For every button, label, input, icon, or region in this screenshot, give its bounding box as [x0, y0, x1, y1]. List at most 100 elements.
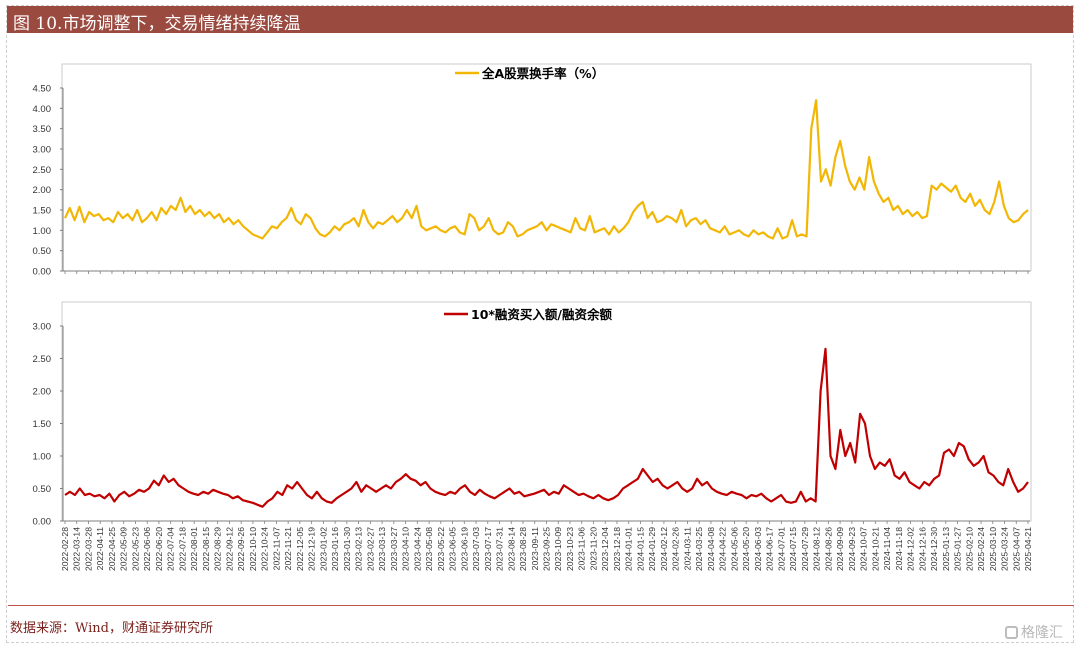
- x-tick-label: 2023-03-27: [389, 527, 399, 571]
- y-tick-label: 4.00: [33, 104, 52, 115]
- x-tick-label: 2022-09-12: [224, 527, 234, 571]
- x-tick-label: 2024-10-07: [859, 527, 869, 571]
- x-tick-label: 2024-02-26: [671, 527, 681, 571]
- data-source-note: 数据来源：Wind，财通证券研究所: [10, 621, 213, 636]
- x-tick-label: 2024-11-18: [894, 527, 904, 571]
- legend-label: 全A股票换手率（%）: [481, 66, 604, 81]
- x-tick-label: 2025-02-24: [976, 527, 986, 571]
- y-tick-label: 3.50: [33, 124, 52, 135]
- turnover-chart: 0.00 0.50 1.00 1.50 2.00 2.50 3.00 3.50 4.00 4.50…: [33, 63, 1032, 278]
- x-tick-label: 2023-02-13: [354, 527, 364, 571]
- x-tick-label: 2023-11-06: [577, 527, 587, 571]
- y-tick-label: 0.00: [33, 267, 52, 278]
- x-tick-label: 2025-02-10: [964, 527, 974, 571]
- x-tick-label: 2022-08-15: [201, 527, 211, 571]
- x-tick-label: 2023-09-25: [542, 527, 552, 571]
- x-tick-label: 2023-01-02: [318, 527, 328, 571]
- y-tick-label: 0.50: [33, 484, 52, 495]
- x-tick-label: 2023-12-18: [612, 527, 622, 571]
- x-tick-label: 2024-12-30: [929, 527, 939, 571]
- x-tick-label: 2024-03-11: [682, 527, 692, 571]
- x-tick-label: 2024-01-29: [647, 527, 657, 571]
- x-tick-label: 2022-11-07: [271, 527, 281, 571]
- x-tick-label: 2023-07-03: [471, 527, 481, 571]
- margin-ratio-chart: 0.00 0.50 1.00 1.50 2.00 2.50 3.00 10*融资买入额/融资余…: [33, 301, 1033, 571]
- y-tick-label: 0.00: [33, 517, 52, 528]
- x-tick-label: 2023-01-16: [330, 527, 340, 571]
- x-tick-label: 2022-10-24: [260, 527, 270, 571]
- x-tick-label: 2024-08-12: [812, 527, 822, 571]
- x-tick-label: 2023-06-05: [448, 527, 458, 571]
- y-tick-label: 4.50: [33, 84, 52, 95]
- x-tick-label: 2025-01-13: [941, 527, 951, 571]
- x-tick-label: 2022-04-25: [107, 527, 117, 571]
- figure-frame: [6, 5, 1074, 643]
- x-tick-label: 2023-09-11: [530, 527, 540, 571]
- x-tick-label: 2022-08-29: [213, 527, 223, 571]
- x-tick-label: 2023-11-20: [589, 527, 599, 571]
- plot-frame: [61, 63, 1032, 272]
- x-tick-label: 2025-01-27: [953, 527, 963, 571]
- x-tick-label: 2024-01-15: [636, 527, 646, 571]
- y-tick-label: 2.50: [33, 165, 52, 176]
- x-tick-label: 2022-10-10: [248, 527, 258, 571]
- watermark: 格隆汇: [1005, 622, 1063, 642]
- x-tick-label: 2024-06-17: [765, 527, 775, 571]
- series-line: [64, 99, 1029, 240]
- x-tick-label: 2024-05-20: [741, 527, 751, 571]
- x-tick-label: 2024-09-09: [835, 527, 845, 571]
- x-tick-label: 2023-05-08: [424, 527, 434, 571]
- x-tick-label: 2022-12-19: [307, 527, 317, 571]
- x-tick-label: 2023-10-09: [553, 527, 563, 571]
- x-tick-label: 2022-02-28: [60, 527, 70, 571]
- x-tick-label: 2024-04-22: [718, 527, 728, 571]
- x-tick-label: 2025-03-10: [988, 527, 998, 571]
- x-tick-label: 2024-01-01: [624, 527, 634, 571]
- y-tick-label: 2.00: [33, 387, 52, 398]
- x-tick-label: 2024-04-08: [706, 527, 716, 571]
- x-tick-label: 2022-08-01: [189, 527, 199, 571]
- legend-label: 10*融资买入额/融资余额: [471, 307, 612, 322]
- x-tick-label: 2022-07-04: [166, 527, 176, 571]
- x-tick-label: 2023-04-10: [401, 527, 411, 571]
- y-tick-label: 3.00: [33, 145, 52, 156]
- x-tick-label: 2024-12-02: [906, 527, 916, 571]
- x-tick-label: 2024-07-15: [788, 527, 798, 571]
- y-tick-label: 1.00: [33, 452, 52, 463]
- x-tick-label: 2024-10-21: [870, 527, 880, 571]
- y-tick-label: 1.00: [33, 226, 52, 237]
- y-tick-label: 1.50: [33, 206, 52, 217]
- x-tick-label: 2024-02-12: [659, 527, 669, 571]
- x-tick-label: 2023-05-22: [436, 527, 446, 571]
- x-tick-label: 2022-06-06: [142, 527, 152, 571]
- x-tick-label: 2022-04-11: [95, 527, 105, 571]
- figure-header: 图 10.市场调整下，交易情绪持续降温: [7, 6, 1073, 34]
- footer-divider: [8, 605, 1074, 606]
- watermark-text: 格隆汇: [1021, 625, 1063, 641]
- x-tick-label: 2024-05-06: [729, 527, 739, 571]
- x-tick-label: 2024-07-01: [776, 527, 786, 571]
- series-line: [64, 347, 1029, 508]
- x-tick-label: 2022-12-05: [295, 527, 305, 571]
- watermark-logo-icon: [1005, 625, 1018, 639]
- x-tick-label: 2023-01-30: [342, 527, 352, 571]
- x-tick-label: 2024-12-16: [917, 527, 927, 571]
- figure-title: 图 10.市场调整下，交易情绪持续降温: [13, 14, 301, 34]
- x-tick-label: 2023-07-17: [483, 527, 493, 571]
- x-tick-label: 2023-08-28: [518, 527, 528, 571]
- x-tick-label: 2024-07-29: [800, 527, 810, 571]
- x-tick-label: 2022-03-14: [72, 527, 82, 571]
- x-tick-label: 2023-08-14: [506, 527, 516, 571]
- x-tick-label: 2022-03-28: [84, 527, 94, 571]
- x-tick-label: 2022-11-21: [283, 527, 293, 571]
- x-tick-label: 2023-07-31: [495, 527, 505, 571]
- x-tick-label: 2022-05-09: [119, 527, 129, 571]
- x-tick-label: 2023-12-04: [600, 527, 610, 571]
- x-tick-label: 2022-07-18: [177, 527, 187, 571]
- y-tick-label: 2.50: [33, 354, 52, 365]
- x-tick-label: 2023-10-23: [565, 527, 575, 571]
- x-tick-label: 2024-06-03: [753, 527, 763, 571]
- x-tick-label: 2024-03-25: [694, 527, 704, 571]
- y-tick-label: 0.50: [33, 246, 52, 257]
